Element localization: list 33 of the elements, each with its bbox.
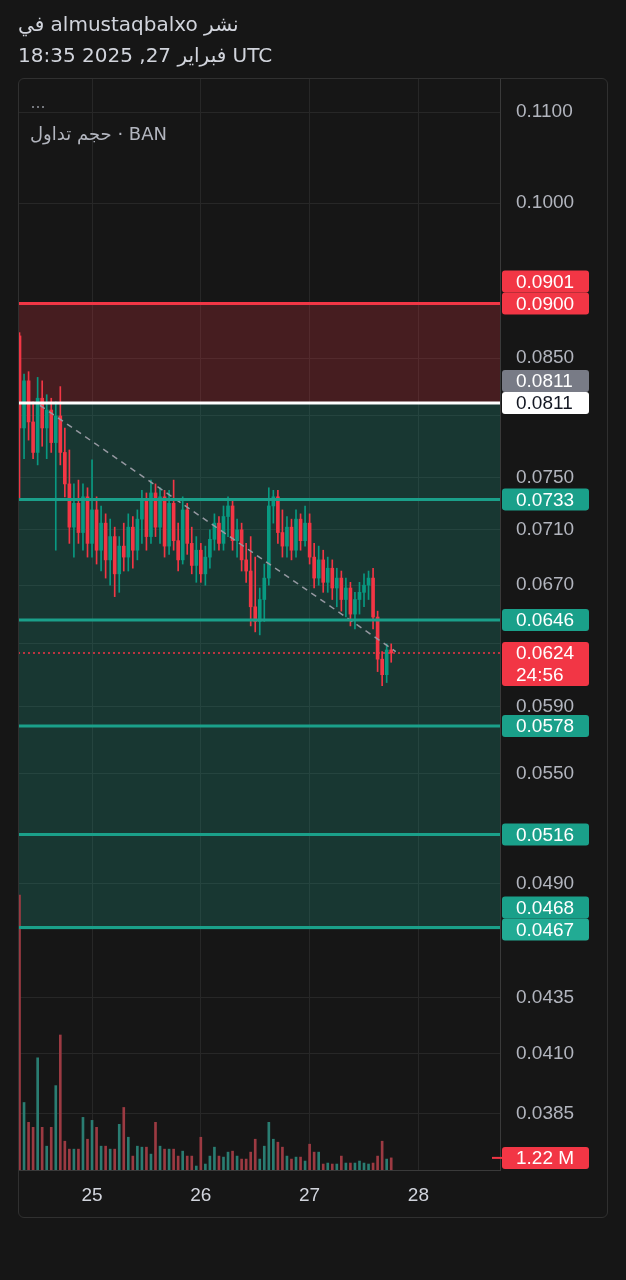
y-tick-label: 0.0385 [516,1102,575,1124]
y-tick-label: 0.0850 [516,346,575,368]
y-tick-label: 0.0490 [516,871,575,893]
band-label: 0.0467 [516,918,575,940]
y-tick-label: 0.1100 [516,100,573,122]
chart-title: نشر almustaqbalxo في [18,12,239,36]
y-tick-label: 0.0410 [516,1042,575,1064]
annotation: حجم تداول · BAN [30,122,167,145]
ref-line-label: 0.0468 [516,896,575,918]
x-tick-label: 28 [407,1183,429,1205]
candlestick [53,401,58,551]
ref-line-label: 0.0733 [516,488,575,510]
chart-subtitle: فبراير 27, 2025 18:35 UTC [18,43,273,67]
y-tick-label: 0.0435 [516,985,575,1007]
ref-line-label: 0.0900 [516,292,575,314]
y-tick-label: 0.0710 [516,518,575,540]
x-tick-label: 25 [81,1183,103,1205]
y-tick-label: 0.0590 [516,694,575,716]
y2-tick-label: 1.22 M [516,1147,575,1169]
ref-line-label: 0.0646 [516,609,575,631]
ref-line-label: 0.0578 [516,715,575,737]
x-tick-label: 26 [190,1183,212,1205]
band-label: 0.0901 [516,270,575,292]
ref-line-label: 0.0624 24:56 [516,642,575,686]
ref-line-label: 0.0811 [516,392,573,414]
ref-line-label: 0.0516 [516,823,575,845]
y-tick-label: 0.0550 [516,761,575,783]
candlestick [121,522,126,572]
y-tick-label: 0.0670 [516,573,575,595]
x-tick-label: 27 [299,1183,321,1205]
y-tick-label: 0.0750 [516,465,575,487]
annotation: 0.0811 [516,370,573,392]
y-tick-label: 0.1000 [516,191,575,213]
